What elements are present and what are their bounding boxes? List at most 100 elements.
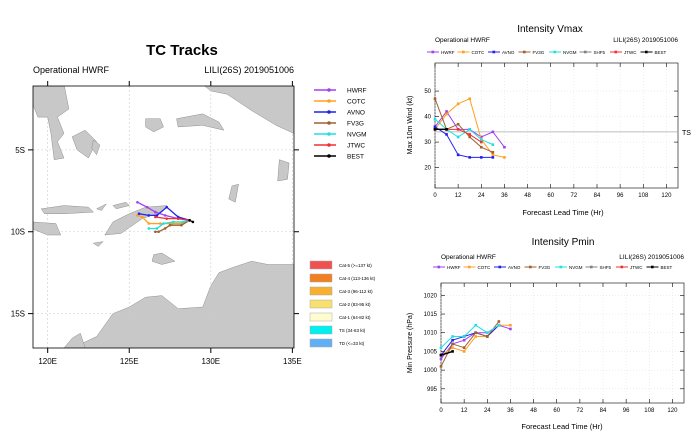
category-legend-label: Cat-5 (>=137 kt)	[339, 263, 372, 268]
vmax-subtitle-left: Operational HWRF	[435, 37, 490, 44]
vmax-data-point	[456, 135, 460, 139]
vmax-legend-label: NVGM	[563, 50, 577, 55]
land-mass	[112, 201, 130, 210]
track-legend-label: AVNO	[347, 110, 365, 117]
category-legend-label: Cat-4 (113-136 kt)	[339, 276, 376, 281]
pmin-legend-label: HWRF	[447, 265, 461, 270]
pmin-x-tick-label: 24	[484, 408, 491, 414]
vmax-data-point	[456, 122, 460, 126]
vmax-y-tick-label: 30	[424, 140, 431, 146]
land-mass	[228, 183, 239, 203]
pmin-x-tick-label: 72	[577, 408, 584, 414]
vmax-data-point	[491, 153, 495, 157]
track-point	[147, 214, 151, 217]
pmin-xlabel: Forecast Lead Time (Hr)	[521, 422, 603, 431]
vmax-data-point	[491, 150, 495, 154]
track-point	[154, 215, 157, 219]
track-point	[180, 223, 183, 227]
vmax-x-tick-label: 120	[661, 193, 672, 199]
track-point	[168, 223, 172, 227]
tracks-subtitle-right: LILI(26S) 2019051006	[204, 65, 294, 75]
track-point	[171, 220, 175, 224]
vmax-data-point	[468, 156, 472, 159]
pmin-series-nvgm	[440, 324, 500, 349]
pmin-plot-frame	[440, 282, 685, 404]
vmax-series-fv3g	[434, 98, 494, 153]
track-legend-marker	[327, 121, 331, 125]
vmax-data-point	[503, 156, 506, 159]
vmax-data-point	[468, 135, 472, 139]
pmin-x-tick-label: 0	[439, 408, 443, 414]
track-point	[154, 230, 157, 234]
land-mass	[176, 113, 225, 131]
vmax-legend-label: JTWC	[624, 50, 637, 55]
pmin-data-point	[462, 350, 466, 353]
category-legend-swatch	[309, 299, 333, 309]
vmax-title: Intensity Vmax	[517, 24, 583, 35]
pmin-series-best	[440, 350, 453, 356]
pmin-data-point	[451, 346, 454, 349]
vmax-xlabel: Forecast Lead Time (Hr)	[522, 208, 604, 217]
vmax-data-point	[491, 156, 495, 159]
pmin-y-tick-label: 1015	[424, 312, 438, 318]
track-point	[147, 227, 151, 230]
land-mass	[145, 118, 164, 133]
pmin-y-tick-label: 1005	[424, 349, 438, 355]
pmin-legend-marker	[437, 265, 441, 269]
category-legend-swatch	[309, 338, 333, 348]
pmin-data-point	[485, 331, 489, 335]
pmin-legend-marker	[468, 265, 471, 269]
pmin-data-point	[462, 346, 466, 349]
vmax-y-tick-label: 50	[424, 89, 431, 95]
category-legend-swatch	[309, 273, 333, 283]
pmin-data-point	[497, 320, 501, 323]
vmax-legend-marker	[614, 50, 618, 54]
pmin-legend-marker	[498, 265, 502, 269]
track-legend-label: FV3G	[347, 121, 364, 128]
pmin-x-tick-label: 48	[530, 408, 537, 414]
vmax-y-tick-label: 20	[424, 166, 431, 172]
track-point	[145, 205, 149, 209]
land-mass	[33, 86, 70, 160]
pmin-data-point	[439, 365, 443, 368]
vmax-x-tick-label: 108	[638, 193, 649, 199]
pmin-ylabel: Min Pressure (hPa)	[407, 313, 414, 373]
track-point	[155, 214, 159, 217]
vmax-ts-reference-label: TS	[682, 130, 691, 137]
pmin-x-tick-label: 108	[644, 408, 655, 414]
vmax-legend-marker	[645, 50, 648, 54]
vmax-data-point	[479, 140, 483, 144]
land-layer	[33, 86, 294, 348]
pmin-data-point	[485, 335, 489, 338]
pmin-series-fv3g	[440, 321, 500, 367]
map-x-tick-label: 130E	[201, 357, 220, 366]
pmin-legend-label: FV3G	[539, 265, 551, 270]
vmax-x-tick-label: 36	[501, 193, 508, 199]
vmax-legend-marker	[553, 50, 557, 54]
category-legend-label: Cat-1 (64-82 kt)	[339, 315, 371, 320]
vmax-ylabel: Max 10m Wind (kt)	[407, 96, 414, 155]
pmin-data-point	[439, 353, 443, 357]
vmax-data-point	[433, 128, 437, 131]
map-x-tick-label: 120E	[38, 357, 57, 366]
pmin-legend-label: COTC	[478, 265, 491, 270]
land-mass	[63, 332, 86, 348]
pmin-data-point	[474, 331, 478, 335]
category-legend-swatch	[309, 260, 333, 270]
pmin-legend-marker	[559, 265, 563, 269]
pmin-legend-marker	[651, 265, 654, 269]
vmax-data-point	[479, 138, 483, 141]
vmax-legend-label: HWRF	[441, 50, 455, 55]
pmin-data-point	[451, 350, 454, 353]
land-mass	[95, 203, 107, 211]
pmin-data-point	[509, 327, 512, 331]
vmax-x-tick-label: 60	[547, 193, 554, 199]
pmin-legend-label: SHF5	[600, 265, 612, 270]
vmax-legend-marker	[492, 50, 496, 54]
vmax-data-point	[491, 143, 495, 146]
vmax-data-point	[479, 145, 483, 149]
land-mass	[71, 129, 97, 159]
vmax-legend-marker	[523, 50, 526, 54]
pmin-legend-marker	[590, 265, 593, 269]
